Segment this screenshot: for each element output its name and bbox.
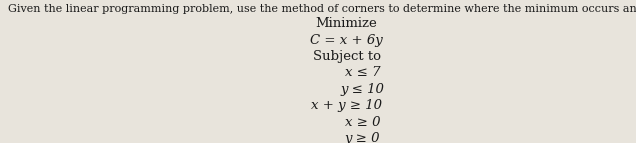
Text: x + y ≥ 10: x + y ≥ 10 (311, 99, 382, 112)
Text: x ≥ 0: x ≥ 0 (345, 116, 380, 129)
Text: Subject to: Subject to (313, 50, 380, 63)
Text: C = x + 6y: C = x + 6y (310, 34, 383, 47)
Text: Given the linear programming problem, use the method of corners to determine whe: Given the linear programming problem, us… (8, 4, 636, 14)
Text: y ≥ 0: y ≥ 0 (345, 132, 380, 143)
Text: x ≤ 7: x ≤ 7 (345, 66, 380, 80)
Text: Minimize: Minimize (315, 17, 378, 30)
Text: y ≤ 10: y ≤ 10 (341, 83, 384, 96)
